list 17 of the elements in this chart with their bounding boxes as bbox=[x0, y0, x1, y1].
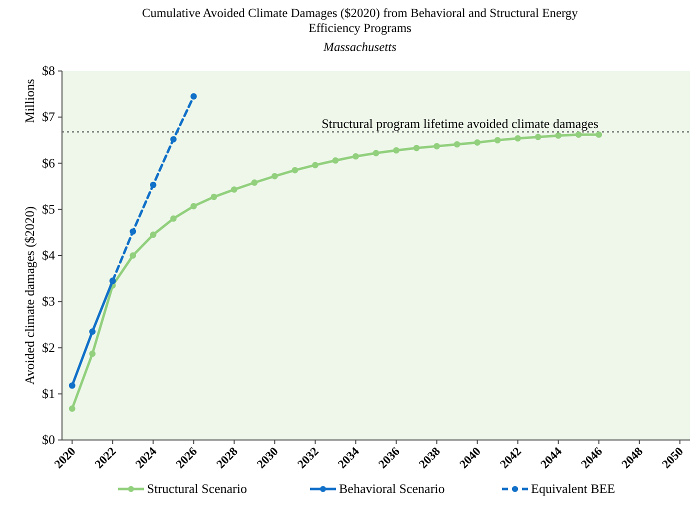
legend-label: Behavioral Scenario bbox=[339, 481, 445, 496]
y-tick-label: $4 bbox=[42, 248, 56, 262]
legend-label: Structural Scenario bbox=[147, 481, 247, 496]
y-tick-label: $5 bbox=[42, 201, 55, 216]
legend-label: Equivalent BEE bbox=[531, 481, 616, 496]
y-axis-title: Avoided climate damages ($2020) bbox=[22, 206, 37, 385]
y-tick-label: $8 bbox=[42, 63, 55, 78]
text: Millions bbox=[22, 78, 37, 124]
y-tick-label: $1 bbox=[42, 386, 55, 401]
y-tick-label: $0 bbox=[42, 432, 55, 447]
ref-line-label: Structural program lifetime avoided climate damages bbox=[322, 116, 598, 131]
y-tick-label: $7 bbox=[42, 109, 56, 124]
y-tick-label: $3 bbox=[42, 294, 55, 309]
y-tick-label: $6 bbox=[42, 155, 56, 170]
y-tick-label: $2 bbox=[42, 340, 55, 355]
chart-title: Cumulative Avoided Climate Damages ($2020) from Behavioral and Structural Energy Efficiency Programs bbox=[142, 6, 579, 35]
chart-subtitle: Massachusetts bbox=[322, 40, 397, 54]
